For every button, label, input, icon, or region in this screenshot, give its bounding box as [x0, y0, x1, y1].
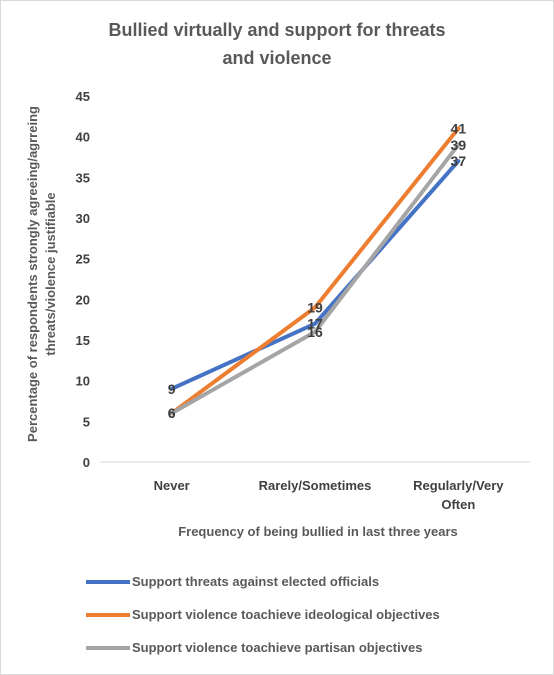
data-label: 37: [451, 153, 467, 169]
legend-label: Support threats against elected official…: [132, 574, 380, 589]
y-tick-label: 45: [76, 89, 90, 104]
data-label: 16: [307, 324, 323, 340]
chart-title-line1: Bullied virtually and support for threat…: [108, 20, 446, 40]
y-axis-title-line2: threats/violence justifiable: [43, 192, 58, 355]
series-line-1: [169, 159, 461, 391]
y-tick-label: 15: [76, 333, 90, 348]
y-tick-label: 5: [83, 414, 90, 429]
data-label: 6: [168, 405, 176, 421]
legend-swatch: [86, 613, 130, 617]
y-tick-label: 20: [76, 292, 90, 307]
data-label: 19: [307, 299, 323, 315]
data-label: 6: [168, 405, 176, 421]
data-label: 39: [451, 137, 467, 153]
y-tick-label: 0: [83, 455, 90, 470]
y-tick-label: 40: [76, 130, 90, 145]
y-tick-label: 10: [76, 374, 90, 389]
legend-label: Support violence toachieve ideological o…: [132, 607, 440, 622]
y-axis-title-line1: Percentage of respondents strongly agree…: [25, 106, 40, 442]
legend-label: Support violence toachieve partisan obje…: [132, 640, 423, 655]
chart-title-line2: and violence: [222, 48, 332, 68]
legend-swatch: [86, 580, 130, 584]
x-tick-label: Regularly/Very: [413, 478, 504, 493]
line-chart: 0 5 10 15 20 25 30 35 40 45 Never Rarely/Sometimes…: [25, 89, 530, 539]
x-tick-label: Never: [154, 478, 190, 493]
x-tick-label-line2: Often: [441, 497, 475, 512]
y-tick-label: 25: [76, 252, 90, 267]
y-axis-ticks: 0 5 10 15 20 25 30 35 40 45: [76, 89, 90, 470]
x-tick-label: Rarely/Sometimes: [259, 478, 372, 493]
y-tick-label: 35: [76, 170, 90, 185]
x-axis-ticks: Never Rarely/Sometimes Regularly/Very Often: [154, 478, 505, 512]
series-line-2: [169, 126, 461, 416]
y-tick-label: 30: [76, 211, 90, 226]
data-label: 41: [451, 121, 467, 137]
data-label: 17: [307, 316, 323, 332]
series-lines: [169, 126, 461, 416]
legend-swatch: [86, 646, 130, 650]
series-line-3: [169, 142, 461, 416]
data-label: 9: [168, 381, 176, 397]
x-axis-title: Frequency of being bullied in last three…: [178, 524, 458, 539]
